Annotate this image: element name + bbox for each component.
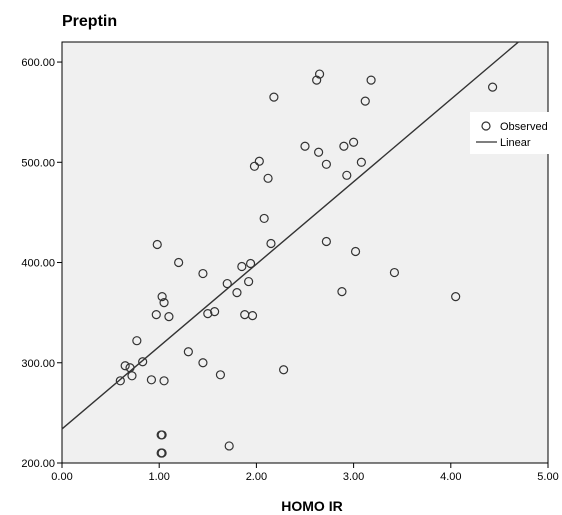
x-tick-label: 4.00 <box>440 471 461 483</box>
legend-linear-label: Linear <box>500 137 531 149</box>
observed-point <box>279 365 289 375</box>
observed-point <box>198 268 208 279</box>
x-tick-label: 5.00 <box>537 471 558 483</box>
observed-point <box>269 92 279 102</box>
legend-observed-label: Observed <box>500 121 548 133</box>
observed-point <box>321 159 331 169</box>
x-tick-label: 3.00 <box>343 471 364 483</box>
observed-point <box>115 376 125 386</box>
x-tick-label: 2.00 <box>246 471 267 483</box>
observed-point <box>314 147 324 157</box>
observed-point <box>157 448 167 458</box>
points-layer <box>115 69 498 458</box>
observed-point <box>237 261 247 272</box>
observed-point <box>164 312 174 322</box>
observed-point <box>152 239 162 250</box>
observed-point <box>360 96 370 106</box>
observed-point <box>183 347 193 357</box>
observed-point <box>366 75 376 85</box>
x-tick-label: 0.00 <box>51 471 72 483</box>
observed-point <box>321 236 331 247</box>
observed-point <box>120 361 130 371</box>
observed-point <box>266 238 276 249</box>
observed-point <box>159 376 169 386</box>
observed-point <box>224 441 234 451</box>
observed-point <box>198 358 208 368</box>
legend-observed-marker <box>481 121 491 131</box>
observed-point <box>389 267 400 278</box>
observed-point <box>127 371 137 381</box>
observed-point <box>210 307 220 317</box>
observed-point <box>203 309 213 319</box>
x-axis-label: HOMO IR <box>281 498 342 514</box>
observed-point <box>314 69 325 79</box>
observed-point <box>215 370 226 380</box>
observed-point <box>300 141 310 151</box>
observed-point <box>249 161 260 171</box>
y-axis: 200.00 300.00 400.00 500.00 600.00 <box>21 57 62 470</box>
observed-point <box>222 278 232 289</box>
observed-point <box>349 137 359 147</box>
observed-point <box>245 258 256 269</box>
fit-line-layer <box>61 41 519 430</box>
y-tick-label: 300.00 <box>21 358 55 370</box>
observed-point <box>312 75 322 85</box>
x-axis: 0.00 1.00 2.00 3.00 4.00 5.00 <box>51 463 559 483</box>
observed-point <box>350 246 361 257</box>
observed-point <box>132 336 142 346</box>
observed-point <box>254 156 264 166</box>
observed-point <box>159 298 169 308</box>
observed-point <box>151 310 161 320</box>
linear-fit-line <box>61 41 519 430</box>
observed-point <box>146 375 157 385</box>
legend-box <box>470 112 562 154</box>
plot-area <box>61 41 549 464</box>
y-tick-label: 200.00 <box>21 458 55 470</box>
observed-point <box>487 82 498 92</box>
observed-point <box>263 173 273 183</box>
observed-point <box>232 287 242 298</box>
observed-point <box>259 213 269 224</box>
legend: Observed Linear <box>470 112 562 154</box>
chart-title: Preptin <box>62 13 117 30</box>
observed-point <box>451 292 461 302</box>
observed-point <box>157 292 167 302</box>
observed-point <box>157 430 167 440</box>
observed-point <box>174 257 184 268</box>
x-tick-label: 1.00 <box>148 471 169 483</box>
y-tick-label: 500.00 <box>21 157 55 169</box>
observed-point <box>337 286 347 297</box>
observed-point <box>356 157 366 167</box>
observed-point <box>339 141 349 151</box>
y-tick-label: 400.00 <box>21 258 55 270</box>
observed-point <box>244 276 254 287</box>
y-tick-label: 600.00 <box>21 57 55 69</box>
observed-point <box>138 357 148 367</box>
observed-point <box>247 311 258 321</box>
observed-point <box>342 170 352 180</box>
